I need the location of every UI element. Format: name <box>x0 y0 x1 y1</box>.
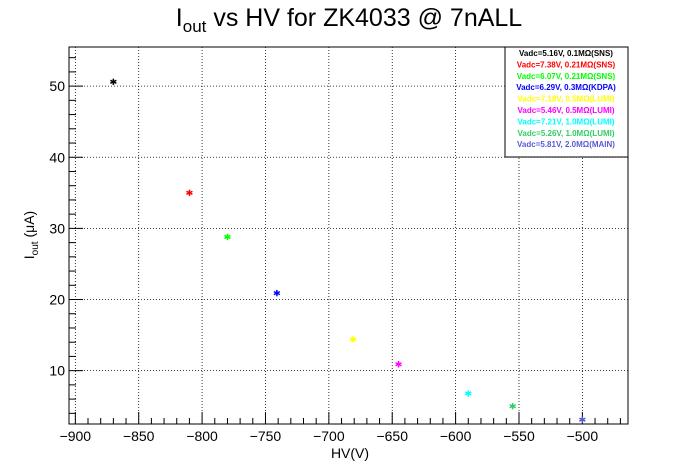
legend: Vadc=5.16V, 0.1MΩ(SNS) Vadc=7.38V, 0.21MΩ… <box>504 46 629 158</box>
x-tick-label: −900 <box>60 428 92 444</box>
legend-entry: Vadc=6.29V, 0.3MΩ(KDPA) <box>516 83 616 92</box>
point-marker-stroke <box>464 391 472 396</box>
x-tick-label: −800 <box>186 428 218 444</box>
legend-entry: Vadc=7.18V, 0.5MΩ(LUMI) <box>517 95 614 104</box>
legend-entry: Vadc=5.26V, 1.0MΩ(LUMI) <box>517 129 614 138</box>
y-tick-label: 10 <box>49 363 65 379</box>
y-tick-label: 50 <box>49 78 65 94</box>
point-marker-stroke <box>110 79 117 85</box>
point-marker-stroke <box>579 417 586 422</box>
data-point <box>579 416 586 423</box>
y-tick-label: 20 <box>49 292 65 308</box>
chart-title: Iout vs HV for ZK4033 @ 7nALL <box>176 4 522 36</box>
y-label-rest: (μA) <box>21 211 37 242</box>
plot-frame <box>68 46 629 425</box>
data-point <box>273 289 281 297</box>
data-points <box>110 78 586 423</box>
data-point <box>395 361 402 368</box>
point-marker-stroke <box>273 290 281 296</box>
y-label-subscript: out <box>30 241 41 255</box>
legend-entry: Vadc=6.07V, 0.21MΩ(SNS) <box>517 72 616 81</box>
data-point <box>349 336 357 343</box>
data-point <box>224 233 231 241</box>
data-point <box>110 78 117 86</box>
legend-entry: Vadc=7.21V, 1.0MΩ(LUMI) <box>517 117 614 126</box>
legend-box <box>504 46 629 158</box>
y-tick-labels: 10 20 30 40 50 <box>49 78 65 379</box>
point-marker-stroke <box>186 190 193 195</box>
axis-ticks <box>69 57 621 424</box>
title-main: I <box>176 4 183 32</box>
y-axis-label: Iout (μA) <box>21 211 41 259</box>
title-subscript: out <box>183 17 207 36</box>
x-tick-label: −500 <box>567 428 599 444</box>
legend-entry: Vadc=5.81V, 2.0MΩ(MAIN) <box>517 140 615 149</box>
data-point <box>509 403 516 410</box>
data-point <box>464 390 472 397</box>
legend-entry: Vadc=7.38V, 0.21MΩ(SNS) <box>517 60 616 69</box>
x-axis-label: HV(V) <box>331 445 369 461</box>
x-tick-label: −550 <box>503 428 535 444</box>
x-tick-label: −600 <box>440 428 472 444</box>
data-point <box>186 189 193 197</box>
point-marker-stroke <box>224 234 231 240</box>
x-tick-label: −750 <box>250 428 282 444</box>
legend-entry: Vadc=5.46V, 0.5MΩ(LUMI) <box>517 106 614 115</box>
x-tick-label: −850 <box>123 428 155 444</box>
x-tick-label: −650 <box>376 428 408 444</box>
title-rest: vs HV for ZK4033 @ 7nALL <box>206 4 522 32</box>
point-marker-stroke <box>509 404 516 409</box>
y-tick-label: 40 <box>49 149 65 165</box>
x-tick-label: −700 <box>313 428 345 444</box>
legend-entry: Vadc=5.16V, 0.1MΩ(SNS) <box>519 49 613 58</box>
point-marker-stroke <box>349 337 357 342</box>
point-marker-stroke <box>395 362 402 367</box>
y-tick-label: 30 <box>49 220 65 236</box>
y-label-main: I <box>21 255 37 259</box>
x-tick-labels: −900 −850 −800 −750 −700 −650 −600 −550 −500 <box>60 428 599 444</box>
